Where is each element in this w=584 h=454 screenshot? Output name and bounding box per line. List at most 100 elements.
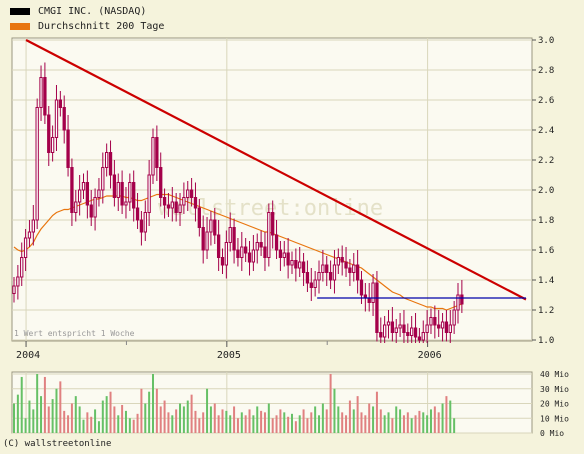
x-tick-label: 2004: [16, 350, 40, 361]
candle-body: [313, 279, 317, 288]
price-tick-label: 2.0: [538, 186, 554, 196]
x-tick-label: 2005: [217, 350, 241, 361]
trendline: [25, 39, 527, 301]
volume-bar: [97, 421, 100, 433]
candle-body: [290, 260, 294, 266]
candle-body: [359, 279, 364, 296]
candle-body: [151, 137, 155, 176]
volume-bar: [383, 415, 386, 433]
candle: [209, 211, 213, 246]
candle-body: [182, 197, 186, 206]
candle-body: [201, 227, 205, 251]
volume-bar: [290, 413, 293, 433]
candle-body: [43, 77, 47, 116]
candle-body: [124, 201, 128, 206]
candle: [16, 265, 20, 300]
candle-body: [394, 327, 398, 333]
volume-bar: [198, 418, 201, 433]
candle-body: [271, 212, 275, 236]
volume-bar: [360, 412, 363, 433]
price-tick-label: 1.0: [538, 336, 554, 346]
legend-swatch-average: [10, 23, 30, 30]
candle-body: [108, 152, 113, 176]
candle-body: [247, 252, 252, 263]
candle-body: [440, 321, 445, 329]
legend-label-average: Durchschnitt 200 Tage: [38, 20, 165, 32]
candle-body: [155, 137, 159, 168]
volume-bar: [306, 418, 309, 433]
candle-body: [101, 167, 105, 191]
chart-note: 1 Wert entspricht 1 Woche: [14, 329, 135, 338]
candle-body: [74, 201, 78, 213]
candle-body: [367, 297, 371, 303]
candle: [74, 190, 78, 222]
candle: [440, 313, 445, 342]
volume-bar: [325, 409, 328, 433]
candle: [12, 277, 16, 303]
footer-credit: (C) wallstreetonline: [3, 439, 112, 449]
candle-body: [27, 231, 32, 239]
volume-bar: [263, 412, 266, 433]
candle-body: [224, 242, 229, 266]
candle: [170, 187, 174, 222]
candle-body: [128, 182, 132, 203]
candle-body: [116, 182, 120, 198]
candle: [31, 205, 35, 246]
candle: [155, 125, 159, 181]
volume-bar: [159, 406, 162, 433]
volume-bar: [449, 400, 452, 433]
candle: [244, 238, 248, 262]
candle: [460, 280, 464, 313]
candle-body: [50, 137, 55, 153]
candle: [213, 208, 217, 244]
candle: [81, 173, 86, 199]
candle-body: [39, 77, 43, 108]
volume-bar: [109, 391, 112, 433]
candle: [382, 316, 387, 343]
volume-bar: [433, 406, 436, 433]
volume-bar: [55, 388, 58, 433]
volume-bar: [67, 415, 70, 433]
candle: [101, 152, 105, 204]
candle: [228, 212, 232, 252]
candle-body: [402, 324, 406, 333]
volume-bar: [47, 406, 50, 433]
volume-bar: [422, 412, 425, 433]
volume-bar: [321, 403, 324, 433]
volume-bar: [155, 388, 158, 433]
candle-body: [278, 249, 283, 258]
candle: [410, 316, 414, 343]
candle-body: [390, 321, 395, 333]
volume-bar: [283, 412, 286, 433]
candle-body: [444, 321, 449, 333]
legend-item-price: CMGI INC. (NASDAQ): [10, 4, 164, 19]
candle-body: [298, 261, 302, 269]
candle-body: [417, 336, 422, 341]
candle-body: [263, 246, 267, 258]
candle: [43, 62, 47, 124]
price-tick-label: 2.4: [538, 126, 554, 136]
candle-body: [81, 182, 86, 191]
candle-body: [375, 282, 379, 333]
volume-bar: [202, 412, 205, 433]
candle-body: [132, 182, 136, 209]
volume-bar: [194, 410, 197, 433]
volume-bar: [78, 406, 81, 433]
volume-bar: [233, 406, 236, 433]
volume-tick-label: 20 Mio: [540, 400, 569, 409]
candle: [58, 91, 62, 117]
candle: [47, 106, 51, 166]
candle: [298, 247, 302, 277]
volume-bar: [140, 388, 143, 433]
candle-body: [244, 246, 248, 254]
candle-body: [259, 242, 263, 248]
volume-bar: [368, 403, 371, 433]
candle-body: [70, 167, 74, 213]
candle-body: [433, 317, 437, 326]
candle-body: [16, 276, 20, 287]
volume-bar: [399, 409, 402, 433]
volume-bar: [256, 406, 259, 433]
candle: [54, 85, 59, 151]
